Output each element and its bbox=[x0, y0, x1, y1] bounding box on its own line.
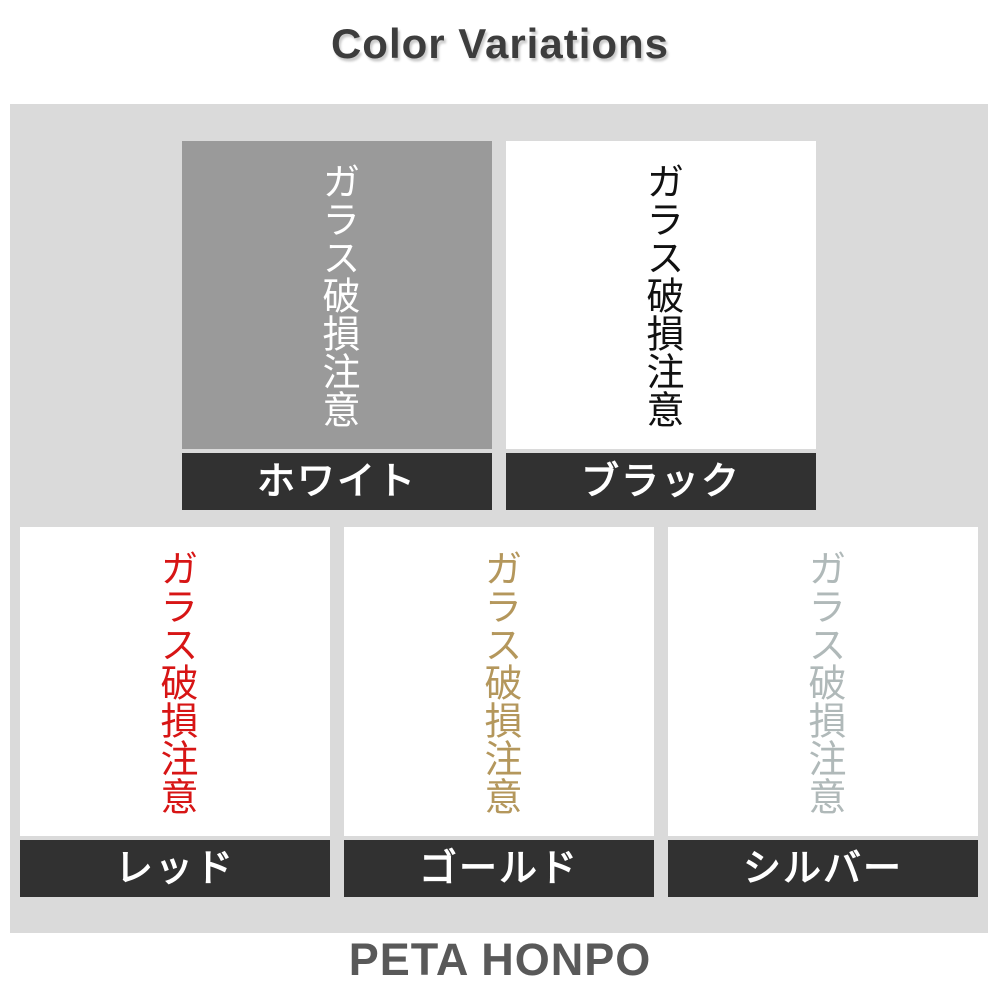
variation-card-red: ガラス破損注意 レッド bbox=[20, 527, 330, 897]
sample-vertical-text: ガラス破損注意 bbox=[802, 548, 844, 815]
color-name-label-red: レッド bbox=[20, 840, 330, 897]
page-title: Color Variations bbox=[330, 20, 670, 67]
variation-card-silver: ガラス破損注意 シルバー bbox=[668, 527, 978, 897]
sample-vertical-text: ガラス破損注意 bbox=[316, 162, 358, 428]
variation-card-black: ガラス破損注意 ブラック bbox=[506, 141, 816, 510]
variation-row-top: ガラス破損注意 ホワイト ガラス破損注意 ブラック bbox=[182, 141, 816, 510]
variation-card-white: ガラス破損注意 ホワイト bbox=[182, 141, 492, 510]
swatch-preview-black: ガラス破損注意 bbox=[506, 141, 816, 449]
variation-card-gold: ガラス破損注意 ゴールド bbox=[344, 527, 654, 897]
variation-row-bottom: ガラス破損注意 レッド ガラス破損注意 ゴールド ガラス破損注意 シルバー bbox=[20, 527, 978, 897]
swatch-preview-gold: ガラス破損注意 bbox=[344, 527, 654, 836]
sample-vertical-text: ガラス破損注意 bbox=[640, 162, 682, 428]
swatch-preview-silver: ガラス破損注意 bbox=[668, 527, 978, 836]
sample-vertical-text: ガラス破損注意 bbox=[478, 548, 520, 815]
brand-footer: PETA HONPO bbox=[348, 934, 652, 985]
color-name-label-white: ホワイト bbox=[182, 453, 492, 510]
swatch-preview-white: ガラス破損注意 bbox=[182, 141, 492, 449]
color-name-label-silver: シルバー bbox=[668, 840, 978, 897]
color-variations-panel: ガラス破損注意 ホワイト ガラス破損注意 ブラック ガラス破損注意 レッド ガラ… bbox=[10, 104, 988, 933]
sample-vertical-text: ガラス破損注意 bbox=[154, 548, 196, 815]
color-name-label-gold: ゴールド bbox=[344, 840, 654, 897]
swatch-preview-red: ガラス破損注意 bbox=[20, 527, 330, 836]
color-name-label-black: ブラック bbox=[506, 453, 816, 510]
